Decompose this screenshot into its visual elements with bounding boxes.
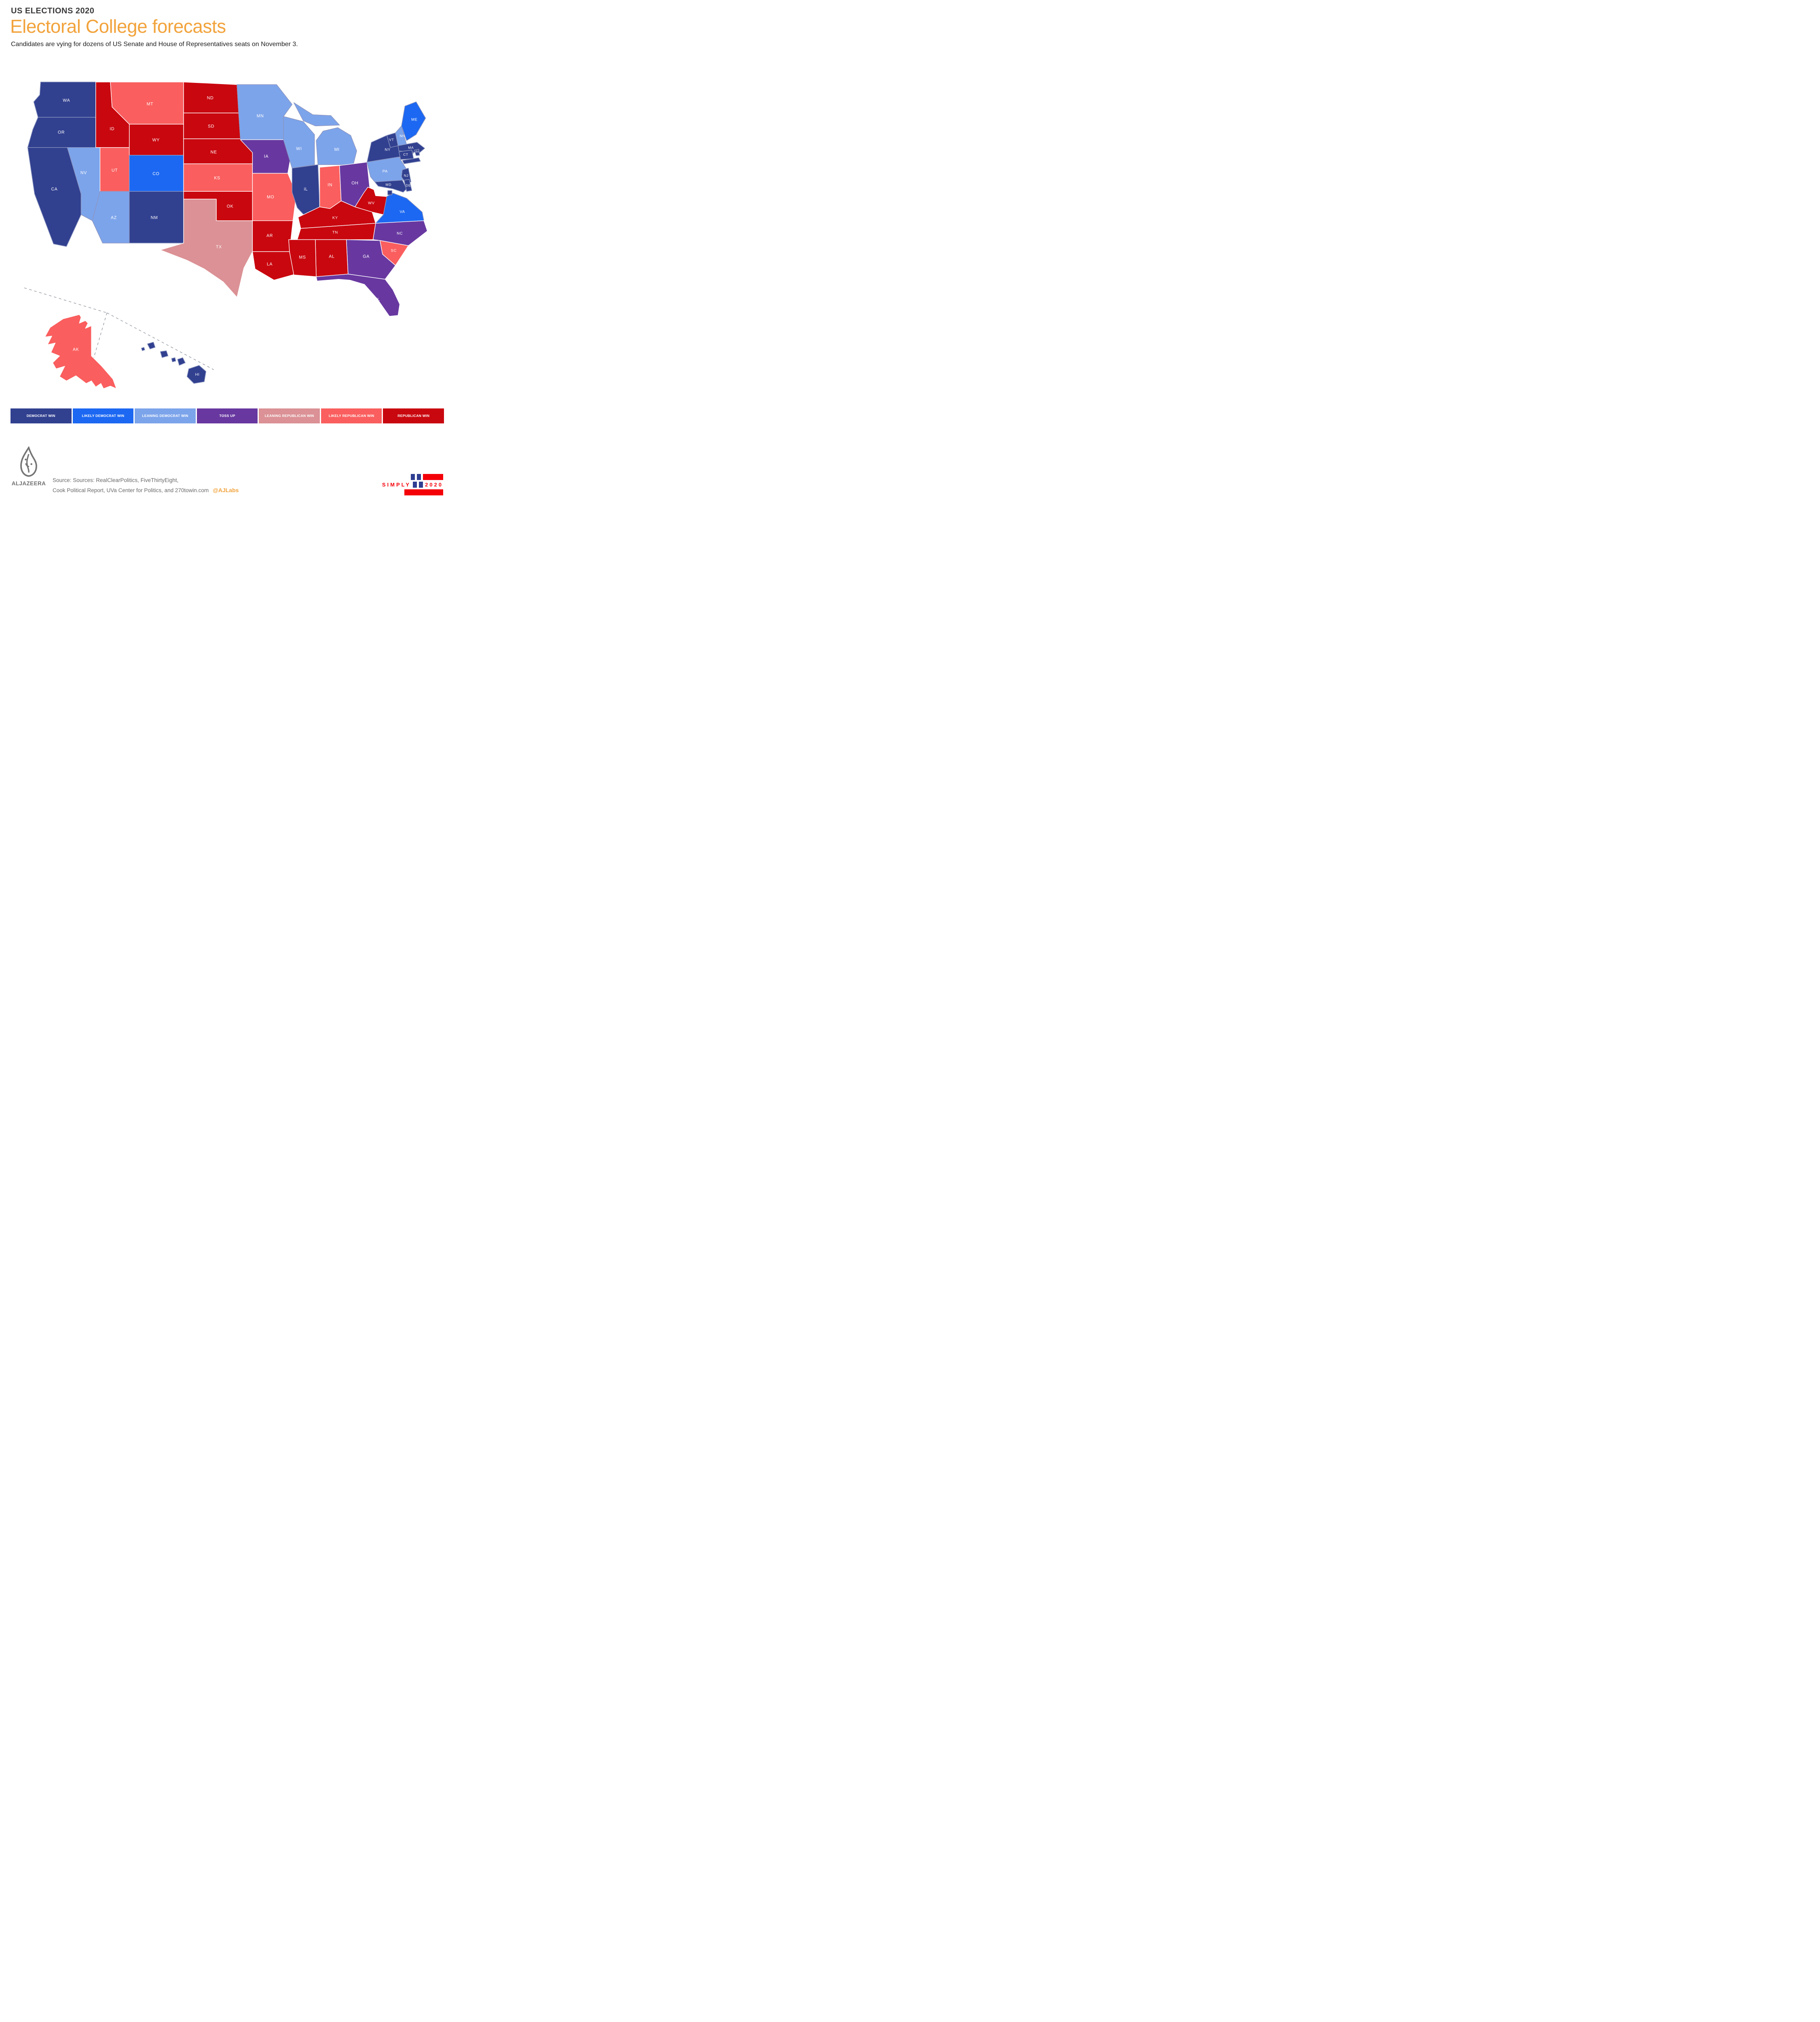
aljazeera-flame-icon bbox=[20, 446, 37, 477]
state-mi bbox=[293, 102, 357, 165]
state-ne bbox=[183, 138, 253, 164]
state-label-dc: DC bbox=[382, 191, 387, 195]
state-ut bbox=[99, 147, 130, 192]
state-la bbox=[252, 251, 296, 281]
subtitle: Candidates are vying for dozens of US Se… bbox=[11, 41, 298, 48]
state-wi bbox=[283, 116, 315, 169]
badge-red-bar-icon bbox=[404, 489, 443, 495]
source-line-1: Source: Sources: RealClearPolitics, Five… bbox=[53, 477, 179, 483]
state-ct bbox=[398, 150, 414, 160]
aljazeera-logo: ALJAZEERA bbox=[11, 446, 47, 486]
legend-label: TOSS UP bbox=[219, 413, 235, 418]
state-mo bbox=[252, 173, 297, 221]
source-line-2: Cook Political Report, UVa Center for Po… bbox=[53, 487, 209, 494]
state-co bbox=[129, 155, 184, 192]
state-de bbox=[404, 179, 412, 192]
state-wy bbox=[129, 124, 184, 156]
legend: DEMOCRAT WIN LIKELY DEMOCRAT WIN LEANING D… bbox=[11, 408, 444, 423]
state-ak bbox=[44, 314, 117, 389]
electoral-map-container: WA OR CA NV ID MT WY UT CO AZ NM ND SD NE KS OK TX MN IA MO… bbox=[11, 64, 442, 402]
badge-row-bottom bbox=[404, 489, 443, 495]
legend-item-likely_dem: LIKELY DEMOCRAT WIN bbox=[72, 408, 134, 423]
badge-blue-square-icon bbox=[411, 474, 415, 480]
legend-label: REPUBLICAN WIN bbox=[397, 413, 430, 418]
badge-red-bar-icon bbox=[423, 474, 443, 480]
states-layer bbox=[27, 82, 428, 389]
state-or bbox=[27, 117, 96, 148]
legend-item-lean_rep: LEANING REPUBLICAN WIN bbox=[259, 408, 320, 423]
legend-item-rep_win: REPUBLICAN WIN bbox=[383, 408, 444, 423]
state-wa bbox=[33, 82, 96, 118]
legend-item-dem_win: DEMOCRAT WIN bbox=[11, 408, 72, 423]
legend-item-lean_dem: LEANING DEMOCRAT WIN bbox=[135, 408, 196, 423]
page-title: Electoral College forecasts bbox=[10, 16, 226, 37]
state-az bbox=[92, 191, 130, 243]
source-text: Source: Sources: RealClearPolitics, Five… bbox=[53, 476, 239, 496]
kicker: US ELECTIONS 2020 bbox=[11, 6, 95, 15]
legend-label: LEANING REPUBLICAN WIN bbox=[264, 413, 314, 418]
legend-item-toss_up: TOSS UP bbox=[197, 408, 258, 423]
badge-blue-square-icon bbox=[413, 482, 417, 488]
state-tx bbox=[160, 199, 253, 298]
state-fl bbox=[316, 274, 400, 317]
state-wv bbox=[355, 186, 387, 215]
state-nm bbox=[129, 191, 184, 243]
aljazeera-wordmark: ALJAZEERA bbox=[11, 480, 46, 486]
state-me bbox=[401, 102, 426, 141]
badge-word-2020: 2020 bbox=[425, 482, 443, 488]
simply-2020-badge: SIMPLY 2020 bbox=[382, 472, 443, 495]
state-ri bbox=[414, 149, 420, 156]
legend-label: LIKELY DEMOCRAT WIN bbox=[82, 413, 125, 418]
state-ar bbox=[252, 220, 294, 252]
state-sd bbox=[183, 112, 241, 140]
badge-blue-square-icon bbox=[419, 482, 423, 488]
badge-blue-square-icon bbox=[417, 474, 421, 480]
badge-row-middle: SIMPLY 2020 bbox=[382, 482, 443, 488]
footer: ALJAZEERA Source: Sources: RealClearPoli… bbox=[11, 445, 444, 514]
legend-label: LEANING DEMOCRAT WIN bbox=[142, 413, 188, 418]
legend-label: DEMOCRAT WIN bbox=[26, 413, 55, 418]
legend-item-likely_rep: LIKELY REPUBLICAN WIN bbox=[321, 408, 382, 423]
state-dc bbox=[387, 190, 393, 195]
badge-row-top bbox=[411, 474, 443, 480]
state-al bbox=[315, 239, 349, 277]
legend-label: LIKELY REPUBLICAN WIN bbox=[328, 413, 374, 418]
state-md bbox=[374, 180, 407, 193]
state-ms bbox=[288, 239, 317, 277]
state-ks bbox=[183, 163, 253, 192]
state-nd bbox=[183, 82, 239, 114]
ajlabs-handle: @AJLabs bbox=[213, 487, 239, 494]
state-hi bbox=[141, 342, 207, 384]
state-in bbox=[319, 165, 342, 209]
badge-word-simply: SIMPLY bbox=[382, 482, 411, 488]
